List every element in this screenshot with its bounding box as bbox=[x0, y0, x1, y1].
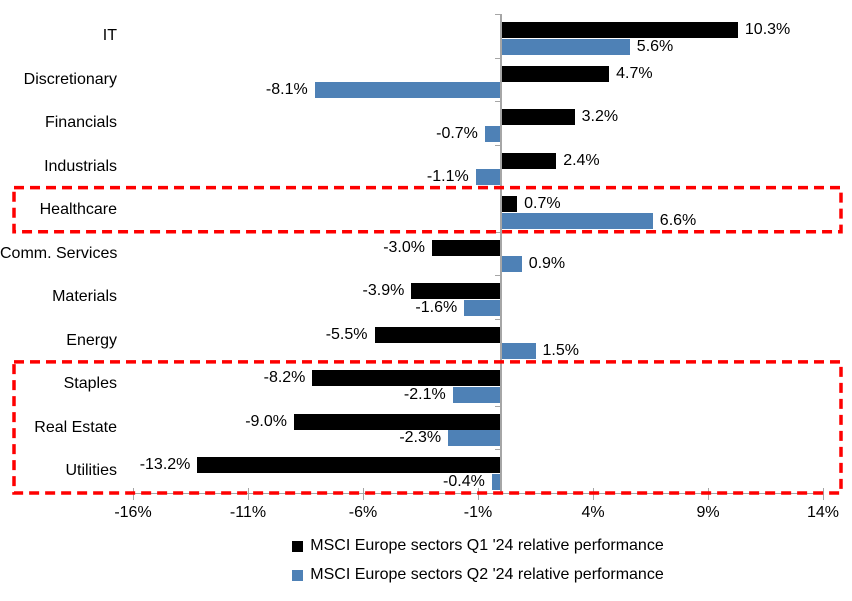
bar-value-label: -5.5% bbox=[325, 325, 368, 343]
x-axis-tick bbox=[133, 488, 134, 500]
category-label: Energy bbox=[66, 331, 117, 349]
x-axis-tick-label: 4% bbox=[581, 504, 605, 521]
bar-value-label: -1.1% bbox=[426, 168, 469, 186]
bar-value-label: 3.2% bbox=[581, 108, 619, 126]
legend-label-q1: MSCI Europe sectors Q1 '24 relative perf… bbox=[310, 537, 664, 554]
category-label: Staples bbox=[63, 375, 117, 393]
bar-q1 bbox=[501, 22, 738, 38]
bar-q2 bbox=[452, 386, 501, 403]
y-axis-tick bbox=[495, 144, 501, 146]
bar-q2 bbox=[314, 82, 501, 99]
y-axis-tick bbox=[495, 101, 501, 103]
y-axis-tick bbox=[495, 231, 501, 233]
chart-legend: MSCI Europe sectors Q1 '24 relative perf… bbox=[133, 537, 823, 584]
y-axis-tick bbox=[495, 275, 501, 277]
legend-item-q1: MSCI Europe sectors Q1 '24 relative perf… bbox=[292, 537, 664, 555]
x-axis-tick bbox=[708, 488, 709, 500]
bar-q2 bbox=[501, 38, 630, 55]
bar-q2 bbox=[484, 125, 501, 142]
x-axis-tick-label: -11% bbox=[229, 504, 267, 521]
highlight-box-healthcare bbox=[12, 185, 843, 234]
bar-q2 bbox=[464, 299, 501, 316]
bar-value-label: -2.1% bbox=[403, 385, 446, 403]
y-axis-tick bbox=[495, 14, 501, 15]
y-axis-tick bbox=[495, 318, 501, 320]
bar-value-label: -13.2% bbox=[139, 456, 191, 474]
x-axis-tick bbox=[363, 488, 364, 500]
x-axis-tick-label: -6% bbox=[348, 504, 378, 521]
bar-value-label: 1.5% bbox=[542, 342, 579, 360]
x-axis-tick-label: -16% bbox=[114, 504, 152, 521]
bar-q1 bbox=[374, 326, 501, 343]
bar-value-label: -0.7% bbox=[436, 124, 478, 142]
y-axis-tick bbox=[495, 188, 501, 190]
bar-q2 bbox=[501, 343, 536, 360]
x-axis-tick-label: -1% bbox=[463, 504, 493, 521]
bar-value-label: 2.4% bbox=[563, 151, 600, 169]
bar-q1 bbox=[501, 65, 610, 82]
legend-swatch-q1-icon bbox=[292, 540, 304, 552]
bar-value-label: -3.0% bbox=[383, 238, 425, 256]
category-label: Real Estate bbox=[34, 418, 117, 436]
y-axis-line bbox=[500, 14, 502, 493]
category-label: Utilities bbox=[65, 462, 117, 480]
legend-swatch-q2-icon bbox=[292, 569, 304, 581]
legend-item-q2: MSCI Europe sectors Q2 '24 relative perf… bbox=[292, 566, 664, 584]
bar-q2 bbox=[501, 212, 653, 229]
category-label: Comm. Services bbox=[0, 244, 118, 262]
y-axis-tick bbox=[495, 362, 501, 364]
y-axis-tick bbox=[495, 493, 501, 494]
bar-value-label: 10.3% bbox=[744, 21, 791, 38]
category-label: Industrials bbox=[44, 157, 117, 175]
bar-value-label: -8.2% bbox=[263, 369, 306, 387]
bar-q2 bbox=[501, 256, 522, 273]
bar-value-label: 0.7% bbox=[524, 195, 561, 213]
category-label: Discretionary bbox=[23, 70, 117, 88]
x-axis-tick bbox=[248, 488, 249, 500]
bar-value-label: -1.6% bbox=[415, 298, 458, 316]
category-label: IT bbox=[102, 27, 117, 44]
y-axis-tick bbox=[495, 57, 501, 59]
bar-value-label: 6.6% bbox=[659, 211, 697, 229]
bar-q1 bbox=[312, 370, 501, 387]
bar-value-label: 5.6% bbox=[636, 37, 674, 55]
bar-value-label: -9.0% bbox=[245, 412, 287, 430]
x-axis-tick bbox=[823, 488, 824, 500]
x-axis-tick-label: 14% bbox=[806, 504, 840, 521]
bar-value-label: -2.3% bbox=[399, 429, 442, 447]
x-axis-tick bbox=[478, 488, 479, 500]
y-axis-tick bbox=[495, 405, 501, 407]
bar-value-label: 4.7% bbox=[616, 64, 653, 82]
bar-q1 bbox=[501, 196, 518, 213]
bar-q1 bbox=[197, 457, 501, 474]
bar-q1 bbox=[501, 152, 557, 169]
bar-value-label: -8.1% bbox=[265, 81, 308, 99]
category-label: Materials bbox=[52, 288, 117, 306]
legend-label-q2: MSCI Europe sectors Q2 '24 relative perf… bbox=[310, 566, 664, 583]
bar-q1 bbox=[411, 283, 501, 300]
bar-value-label: 0.9% bbox=[528, 255, 566, 273]
bar-q1 bbox=[294, 413, 501, 430]
category-label: Financials bbox=[44, 114, 117, 132]
bar-q1 bbox=[432, 239, 501, 256]
bar-q1 bbox=[501, 109, 575, 126]
bar-q2 bbox=[475, 169, 501, 186]
category-label: Healthcare bbox=[39, 201, 117, 219]
bar-value-label: -3.9% bbox=[362, 282, 405, 300]
bar-q2 bbox=[448, 430, 501, 447]
y-axis-tick bbox=[495, 449, 501, 451]
x-axis-tick bbox=[593, 488, 594, 500]
x-axis-tick-label: 9% bbox=[696, 504, 720, 521]
